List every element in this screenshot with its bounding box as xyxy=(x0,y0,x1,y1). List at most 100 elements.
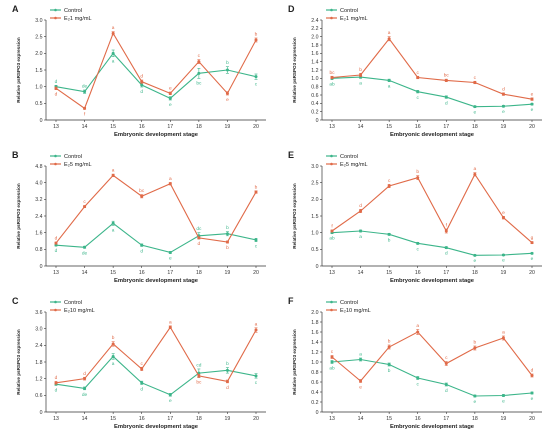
data-point xyxy=(197,60,201,64)
y-tick-label: 0.4 xyxy=(311,101,318,107)
significance-label: b xyxy=(474,340,477,346)
data-point xyxy=(168,325,172,329)
data-point xyxy=(140,83,144,87)
significance-label: d xyxy=(445,251,448,257)
data-point xyxy=(473,172,477,176)
significance-label: a xyxy=(359,81,362,86)
significance-label: a xyxy=(388,85,391,90)
y-tick-label: 0 xyxy=(316,410,319,416)
legend-label: E₂1 mg/mL xyxy=(64,16,92,22)
significance-label: ab xyxy=(329,82,335,88)
data-point xyxy=(359,209,363,213)
data-point xyxy=(387,232,391,236)
legend-label: E₂10 mg/mL xyxy=(340,308,371,314)
x-tick-label: 15 xyxy=(110,270,116,276)
y-tick-label: 0 xyxy=(316,118,319,124)
x-tick-label: 14 xyxy=(82,124,88,130)
y-tick-label: 0.4 xyxy=(311,390,318,396)
significance-label: a xyxy=(416,324,419,329)
significance-label: b xyxy=(112,335,115,341)
data-point xyxy=(54,241,58,245)
significance-label: e xyxy=(531,108,534,113)
significance-label: a xyxy=(359,235,362,240)
data-point xyxy=(330,229,334,233)
data-point xyxy=(111,221,115,225)
x-axis-title: Embryonic development stage xyxy=(114,132,199,138)
x-tick-label: 14 xyxy=(82,270,88,276)
legend-label: E₂5 mg/mL xyxy=(64,162,92,168)
series-line xyxy=(55,174,257,244)
data-point xyxy=(254,38,258,42)
y-tick-label: 2.5 xyxy=(311,180,318,186)
significance-label: b xyxy=(388,237,391,243)
significance-label: d xyxy=(55,236,58,242)
legend-marker xyxy=(330,8,333,12)
series-line xyxy=(331,37,533,100)
y-axis-title: Relative psRSPO3 expression xyxy=(16,329,21,395)
data-point xyxy=(140,381,144,385)
y-tick-label: 1.0 xyxy=(311,76,318,82)
significance-label: a xyxy=(112,362,115,367)
y-tick-label: 1.8 xyxy=(311,43,318,49)
legend-marker xyxy=(330,154,333,158)
data-point xyxy=(416,241,420,245)
x-tick-label: 13 xyxy=(329,124,335,130)
data-point xyxy=(168,250,172,254)
y-tick-label: 0.8 xyxy=(35,247,42,253)
series-line xyxy=(55,355,257,396)
significance-label: a xyxy=(359,353,362,358)
legend-marker xyxy=(330,300,333,304)
data-point xyxy=(330,355,334,359)
significance-label: d xyxy=(55,375,58,381)
panel-a: A 0 0.5 1.0 1.5 2.0 2.5 3.0 13 14 15 16 17 18 19 20 Embr… xyxy=(12,4,266,138)
data-point xyxy=(473,346,477,350)
data-point xyxy=(444,246,448,250)
data-point xyxy=(254,374,258,378)
x-tick-label: 16 xyxy=(415,416,421,422)
significance-label: e xyxy=(474,400,477,405)
data-point xyxy=(111,31,115,35)
significance-label: de xyxy=(82,84,88,90)
significance-label: bc xyxy=(139,188,145,194)
significance-label: d xyxy=(83,371,86,377)
y-axis-title: Relative psRSPO3 expression xyxy=(292,37,297,103)
x-tick-label: 13 xyxy=(53,124,59,130)
series-treatment: f d c b f a e g xyxy=(330,167,534,245)
data-point xyxy=(530,391,534,395)
y-tick-label: 1.5 xyxy=(35,68,42,74)
significance-label: e xyxy=(474,259,477,264)
x-tick-label: 17 xyxy=(443,124,449,130)
panel-letter: F xyxy=(288,296,294,306)
y-tick-label: 0.6 xyxy=(35,393,42,399)
data-point xyxy=(416,176,420,180)
significance-label: d xyxy=(531,368,534,374)
x-axis-title: Embryonic development stage xyxy=(390,278,475,284)
y-tick-label: 0 xyxy=(40,410,43,416)
x-tick-label: 14 xyxy=(358,416,364,422)
data-point xyxy=(501,336,505,340)
data-point xyxy=(83,205,87,209)
significance-label: e xyxy=(169,399,172,404)
legend-marker xyxy=(330,162,333,166)
x-tick-label: 17 xyxy=(167,124,173,130)
y-tick-label: 2.0 xyxy=(311,34,318,40)
data-point xyxy=(54,381,58,385)
y-axis-title: Relative psRSPO3 expression xyxy=(16,37,21,103)
x-axis-title: Embryonic development stage xyxy=(390,132,475,138)
x-tick-label: 20 xyxy=(253,416,259,422)
y-tick-label: 2.4 xyxy=(35,214,42,220)
data-point xyxy=(530,102,534,106)
significance-label: a xyxy=(388,31,391,36)
y-tick-label: 1.6 xyxy=(311,330,318,336)
data-point xyxy=(387,363,391,366)
y-axis-title: Relative psRSPO3 expression xyxy=(16,183,21,249)
data-point xyxy=(473,81,477,84)
significance-label: d xyxy=(140,387,143,393)
series-line xyxy=(55,326,257,384)
data-point xyxy=(225,240,229,244)
data-point xyxy=(416,90,420,94)
